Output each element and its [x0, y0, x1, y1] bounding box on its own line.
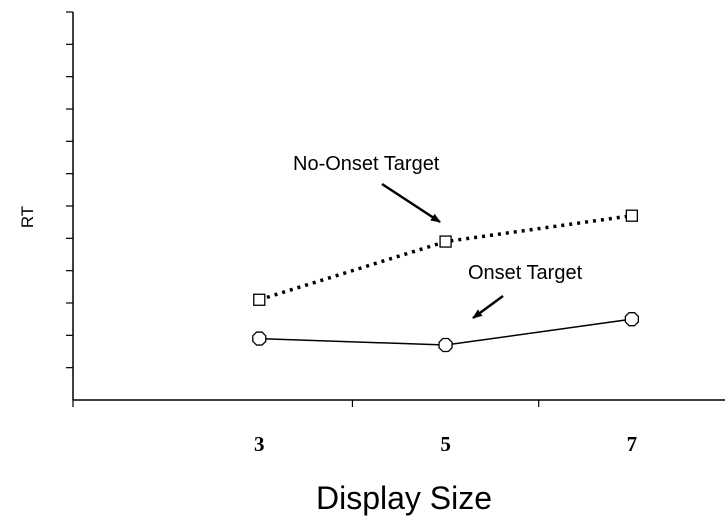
data-point: [438, 337, 453, 353]
x-tick-label: 3: [254, 432, 265, 456]
annotation-onset-arrow: [472, 294, 504, 320]
data-point: [253, 293, 266, 306]
series-onset-target: [252, 312, 640, 353]
x-axis-title: Display Size: [316, 480, 492, 516]
annotation-layer: No-Onset Target Onset Target: [293, 153, 583, 320]
x-ticks: [72, 400, 540, 407]
axes: [72, 12, 725, 401]
x-tick-label: 5: [440, 432, 451, 456]
data-point: [624, 312, 640, 327]
series-layer: [252, 209, 640, 353]
data-point: [625, 209, 639, 222]
data-point: [252, 331, 267, 346]
y-axis-title: RT: [18, 206, 37, 228]
series-no-onset-target: [253, 209, 639, 306]
data-point: [439, 235, 452, 248]
annotation-no-onset-label: No-Onset Target: [293, 153, 440, 175]
annotation-onset-label: Onset Target: [468, 262, 583, 284]
annotation-no-onset-arrow: [381, 182, 441, 224]
series-line: [258, 213, 633, 302]
x-tick-label: 7: [627, 432, 638, 456]
x-tick-labels: 3 5 7: [254, 432, 637, 456]
y-ticks: [66, 11, 73, 369]
